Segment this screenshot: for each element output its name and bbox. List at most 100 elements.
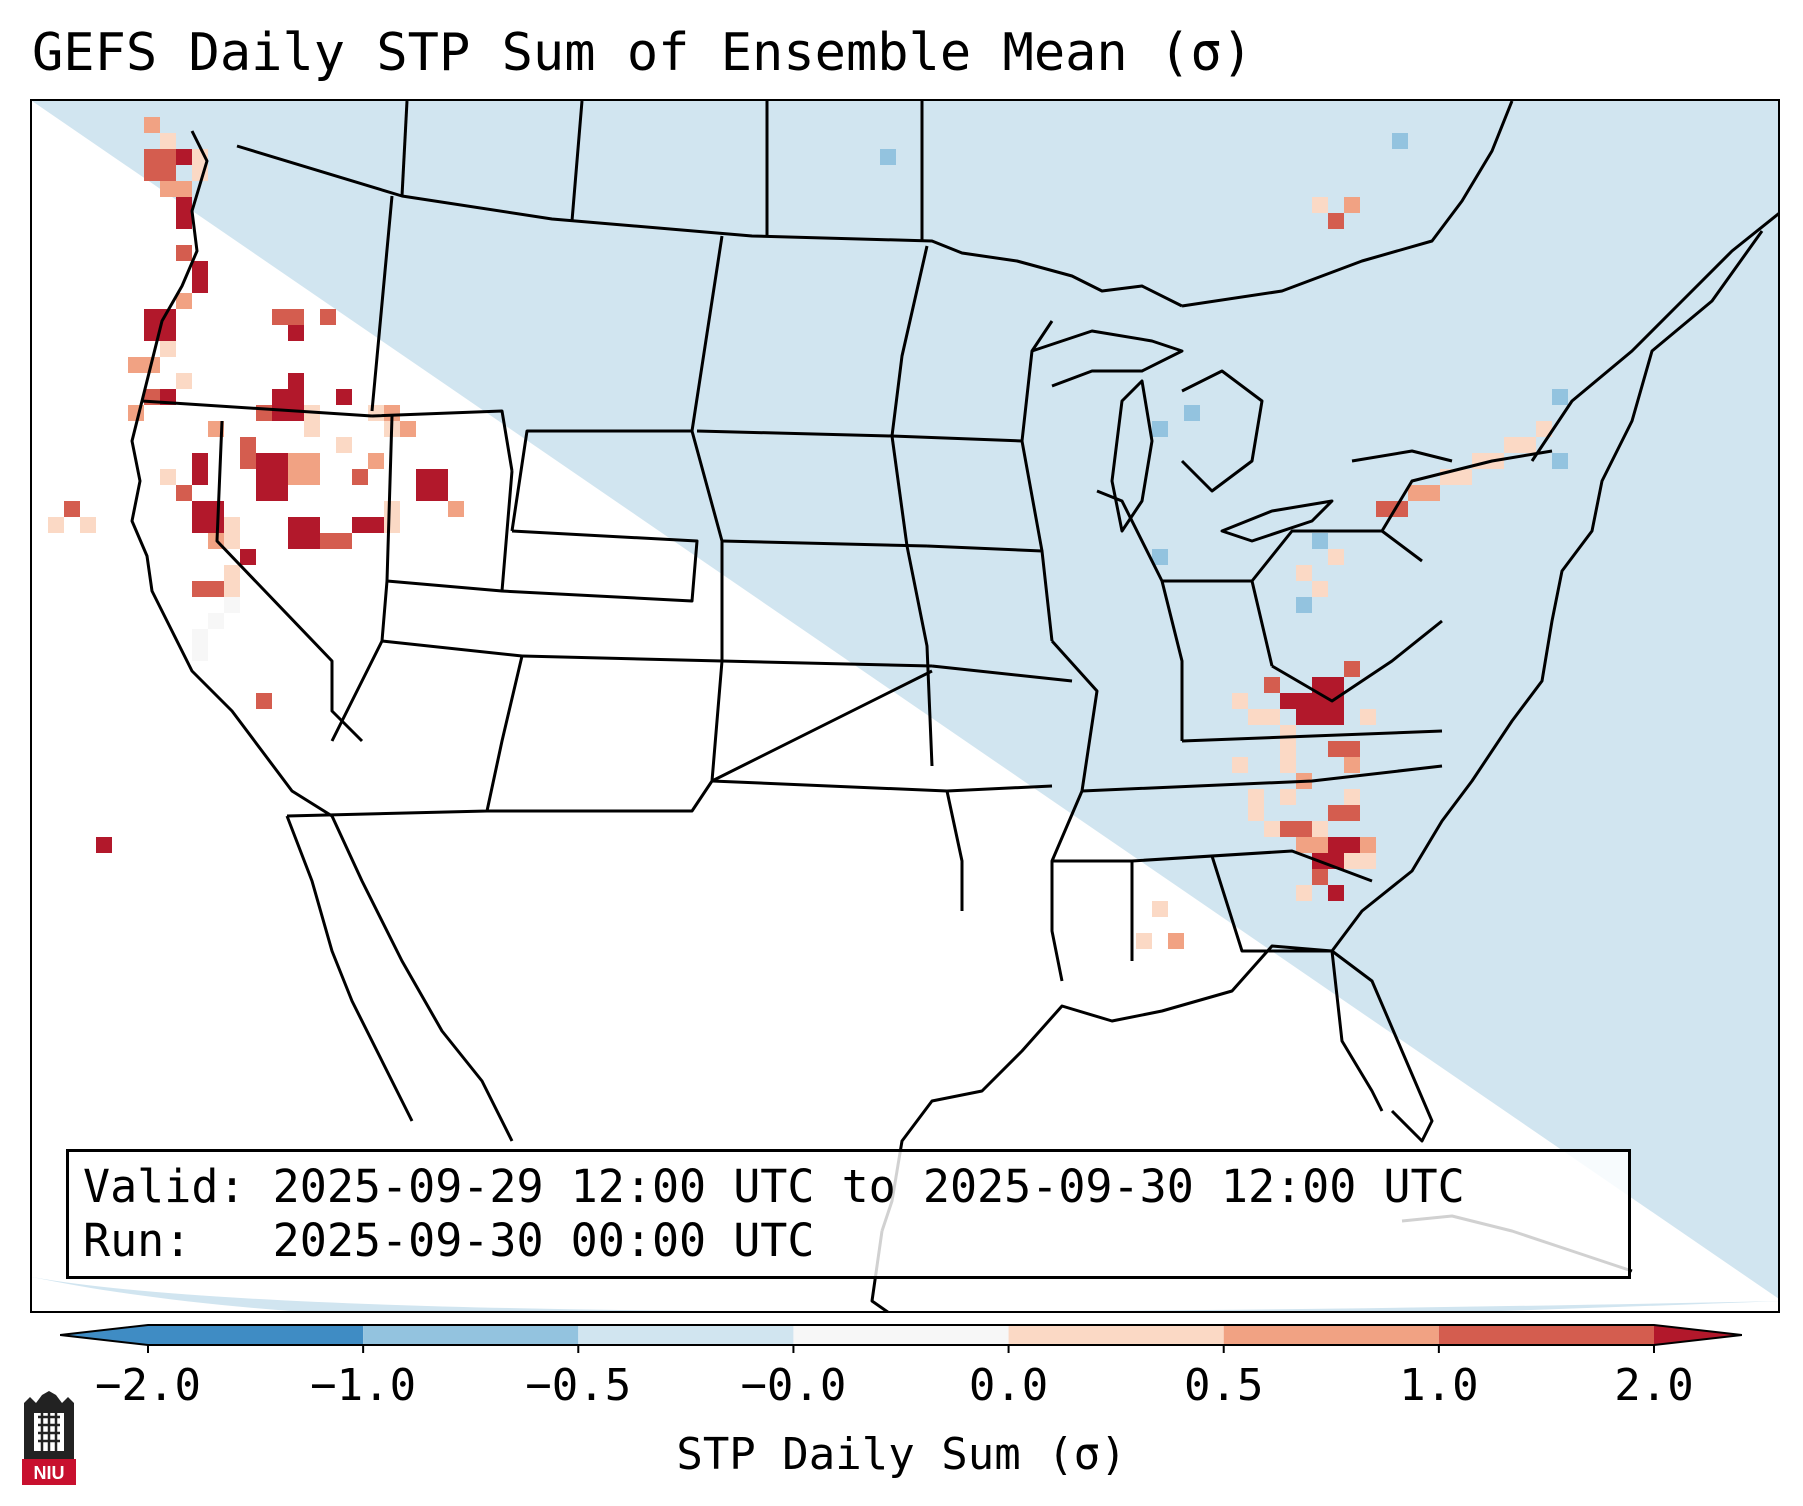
- anomaly-cell: [1344, 661, 1360, 677]
- anomaly-cell: [224, 581, 240, 597]
- anomaly-cell: [1248, 789, 1264, 821]
- anomaly-cell: [352, 469, 368, 485]
- anomaly-cell: [1232, 693, 1248, 709]
- run-line: Run: 2025-09-30 00:00 UTC: [83, 1214, 815, 1267]
- state-line: [890, 435, 909, 547]
- anomaly-cell: [368, 453, 384, 469]
- validity-info-box: Valid: 2025-09-29 12:00 UTC to 2025-09-3…: [66, 1149, 1631, 1279]
- anomaly-cell: [224, 565, 240, 581]
- colorbar-segments: [60, 1325, 1742, 1353]
- colorbar-tick-label: 0.5: [1183, 1360, 1264, 1411]
- anomaly-cell: [288, 325, 304, 341]
- anomaly-cell: [1280, 741, 1296, 773]
- anomaly-cell: [192, 261, 208, 293]
- canada-east: [1530, 212, 1778, 462]
- great-lakes: [1220, 499, 1334, 543]
- anomaly-cell: [1296, 565, 1312, 581]
- state-line: [945, 790, 964, 911]
- state-line: [1131, 849, 1373, 883]
- anomaly-cell: [1360, 181, 1376, 197]
- state-line: [1050, 639, 1099, 792]
- anomaly-cell: [384, 405, 400, 421]
- map-title: GEFS Daily STP Sum of Ensemble Mean (σ): [32, 23, 1253, 83]
- anomaly-cell: [224, 597, 240, 613]
- anomaly-cell: [288, 517, 320, 549]
- anomaly-cell: [1312, 869, 1328, 885]
- anomaly-cell: [144, 117, 160, 133]
- anomaly-cell: [176, 245, 192, 261]
- projection-domain: [32, 101, 1778, 1311]
- state-line: [1050, 790, 1084, 982]
- anomaly-cell: [1136, 933, 1152, 949]
- anomaly-cell: [192, 581, 224, 597]
- anomaly-cell: [304, 421, 320, 437]
- colorbar-label: STP Daily Sum (σ): [676, 1429, 1127, 1480]
- colorbar: [60, 1324, 1742, 1353]
- anomaly-cell: [1312, 853, 1344, 869]
- state-line: [330, 580, 389, 742]
- anomaly-cell: [1392, 133, 1408, 149]
- colorbar-extend-high: [1654, 1325, 1742, 1345]
- anomaly-cell: [1296, 885, 1312, 901]
- anomaly-cell: [416, 469, 448, 501]
- colorbar-tick-label: 1.0: [1399, 1360, 1479, 1411]
- boundaries-layer: [130, 101, 1778, 1311]
- anomaly-cell: [1552, 389, 1568, 405]
- map-canvas: [32, 101, 1778, 1311]
- anomaly-cell: [1344, 197, 1360, 213]
- colorbar-tick-label: 0.0: [968, 1360, 1049, 1411]
- colorbar-band: [1223, 1325, 1439, 1345]
- anomaly-cell: [96, 837, 112, 853]
- niu-logo: NIU: [22, 1391, 76, 1485]
- anomaly-cell: [240, 549, 256, 565]
- anomaly-cell: [192, 629, 208, 661]
- anomaly-cell: [1232, 757, 1248, 773]
- anomaly-cell: [1328, 549, 1344, 565]
- anomaly-cell: [160, 469, 176, 485]
- great-lakes: [1031, 329, 1184, 388]
- logo-text: NIU: [34, 1463, 65, 1483]
- anomaly-cell: [176, 373, 192, 389]
- anomaly-cell: [1152, 421, 1168, 437]
- state-line: [370, 195, 394, 412]
- anomaly-cell: [208, 613, 224, 629]
- anomaly-cell: [272, 389, 304, 421]
- state-line: [1081, 764, 1443, 793]
- state-line: [721, 659, 933, 668]
- baja-coast: [285, 815, 414, 1122]
- colorbar-outline: [60, 1324, 1742, 1346]
- state-line: [487, 654, 724, 813]
- state-line: [690, 235, 724, 432]
- state-line: [501, 529, 699, 603]
- anomaly-cell: [1312, 197, 1328, 213]
- anomaly-cell: [160, 341, 176, 357]
- anomaly-cell: [448, 501, 464, 517]
- great-lakes: [1180, 369, 1264, 493]
- anomaly-cell: [368, 405, 384, 421]
- anomaly-cell: [64, 501, 80, 517]
- anomaly-cell: [1344, 757, 1360, 773]
- projection-edge: [32, 1277, 1778, 1311]
- state-line: [141, 399, 373, 418]
- anomaly-cell: [288, 453, 320, 485]
- anomaly-cell: [1184, 405, 1200, 421]
- great-lakes: [1110, 379, 1154, 533]
- great-lakes: [1351, 449, 1453, 463]
- valid-line: Valid: 2025-09-29 12:00 UTC to 2025-09-3…: [83, 1160, 1465, 1213]
- anomaly-cell: [1312, 821, 1328, 837]
- anomaly-cell: [1328, 213, 1344, 229]
- anomaly-cell: [1280, 693, 1312, 709]
- anomaly-cell: [1504, 437, 1536, 453]
- gulf-of-california: [330, 815, 514, 1142]
- anomaly-cell: [1328, 837, 1360, 853]
- anomaly-cell: [1296, 597, 1312, 613]
- anomaly-cell: [1328, 805, 1360, 821]
- anomaly-cell: [224, 517, 240, 549]
- canada-east: [1181, 101, 1514, 308]
- pacific-coast: [130, 130, 333, 818]
- state-line: [371, 409, 514, 472]
- colorbar-tick-label: −1.0: [310, 1360, 417, 1411]
- state-line: [1250, 529, 1423, 582]
- anomaly-cell: [176, 149, 192, 165]
- state-line: [711, 779, 1053, 793]
